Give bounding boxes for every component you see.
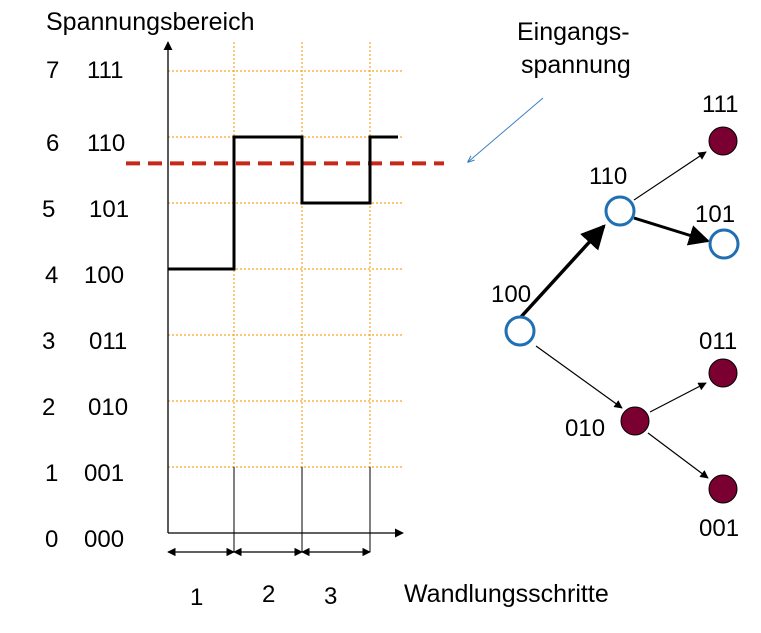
edge-010-to-011 — [649, 382, 707, 413]
level-4-binary: 100 — [84, 262, 124, 289]
input-voltage-pointer-arrow — [468, 97, 544, 162]
level-2-binary: 010 — [88, 394, 128, 421]
level-2-decimal: 2 — [42, 394, 55, 421]
level-6-decimal: 6 — [46, 130, 59, 157]
node-010 — [620, 406, 650, 436]
node-100 — [504, 315, 536, 347]
step-3-label: 3 — [324, 583, 337, 610]
node-011 — [708, 358, 738, 388]
search-tree: 100 110 010 111 101 011 001 — [491, 91, 740, 542]
input-voltage-label-line1: Eingangs- — [517, 18, 630, 46]
edge-100-to-110 — [518, 224, 606, 320]
step-2-label: 2 — [262, 581, 275, 608]
level-1-decimal: 1 — [45, 460, 58, 487]
level-4-decimal: 4 — [45, 262, 58, 289]
node-101-label: 101 — [695, 201, 735, 228]
level-7-binary: 111 — [87, 57, 123, 84]
node-110-label: 110 — [589, 163, 627, 190]
level-7-decimal: 7 — [46, 57, 59, 84]
node-100-label: 100 — [491, 281, 531, 308]
step-1-label: 1 — [190, 584, 203, 611]
level-1-binary: 001 — [84, 460, 124, 487]
node-011-label: 011 — [699, 328, 737, 355]
level-3-decimal: 3 — [42, 328, 55, 355]
node-110 — [604, 195, 636, 227]
node-111-label: 111 — [702, 91, 738, 118]
level-3-binary: 011 — [89, 328, 127, 355]
level-5-binary: 101 — [89, 196, 129, 223]
vertical-grid — [233, 42, 371, 552]
level-labels: 7 111 6 110 5 101 4 100 3 011 2 010 1 00… — [42, 57, 129, 553]
level-0-decimal: 0 — [45, 526, 58, 553]
level-6-binary: 110 — [87, 130, 125, 157]
node-111 — [708, 126, 738, 156]
edge-110-to-101 — [633, 216, 711, 246]
level-0-binary: 000 — [84, 526, 124, 553]
edge-110-to-111 — [633, 151, 707, 201]
input-voltage-label-line2: spannung — [521, 51, 631, 79]
node-001-label: 001 — [699, 515, 739, 542]
node-101 — [708, 228, 740, 260]
y-axis-title: Spannungsbereich — [46, 8, 255, 36]
edge-010-to-001 — [647, 432, 709, 479]
node-001 — [708, 474, 738, 504]
edge-100-to-010 — [535, 345, 623, 409]
approximation-step-signal — [168, 135, 398, 271]
x-axis-title: Wandlungsschritte — [404, 580, 609, 608]
node-010-label: 010 — [565, 415, 605, 442]
level-5-decimal: 5 — [42, 196, 55, 223]
